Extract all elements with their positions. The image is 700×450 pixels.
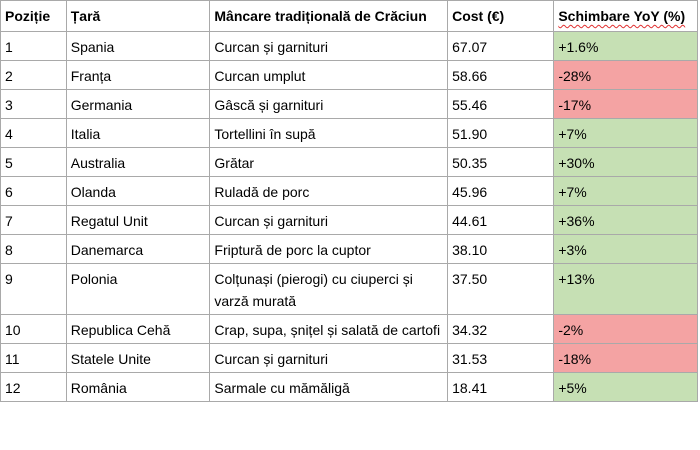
cell-position: 11 — [0, 343, 67, 373]
cell-change: +5% — [553, 372, 698, 402]
header-country: Țară — [65, 0, 211, 32]
cell-change: +13% — [553, 263, 698, 315]
table-row: 12 România Sarmale cu mămăligă 18.41 +5% — [0, 372, 698, 402]
cell-cost: 50.35 — [447, 147, 555, 177]
cell-cost: 37.50 — [447, 263, 555, 315]
table-row: 5 Australia Grătar 50.35 +30% — [0, 147, 698, 177]
cell-country: Italia — [65, 118, 211, 148]
table-row: 6 Olanda Ruladă de porc 45.96 +7% — [0, 176, 698, 206]
cell-change: +30% — [553, 147, 698, 177]
cell-cost: 31.53 — [447, 343, 555, 373]
cell-cost: 34.32 — [447, 314, 555, 344]
cell-cost: 45.96 — [447, 176, 555, 206]
header-cost: Cost (€) — [447, 0, 555, 32]
cell-change: +7% — [553, 176, 698, 206]
table-row: 7 Regatul Unit Curcan și garnituri 44.61 +36… — [0, 205, 698, 235]
cell-cost: 55.46 — [447, 89, 555, 119]
cell-food: Crap, supa, șnițel și salată de cartofi — [209, 314, 449, 344]
cell-change: -18% — [553, 343, 698, 373]
cell-food: Curcan și garnituri — [209, 343, 449, 373]
header-change: Schimbare YoY (%) — [553, 0, 698, 32]
christmas-food-cost-table: Poziție Țară Mâncare tradițională de Cră… — [0, 0, 698, 402]
cell-change: +3% — [553, 234, 698, 264]
cell-country: Olanda — [65, 176, 211, 206]
cell-position: 12 — [0, 372, 67, 402]
table-row: 9 Polonia Colțunași (pierogi) cu ciuperci … — [0, 263, 698, 315]
cell-country: Danemarca — [65, 234, 211, 264]
cell-change: +1.6% — [553, 31, 698, 61]
cell-country: Republica Cehă — [65, 314, 211, 344]
cell-change: -17% — [553, 89, 698, 119]
cell-food: Curcan și garnituri — [209, 205, 449, 235]
cell-food: Gâscă și garnituri — [209, 89, 449, 119]
cell-country: Australia — [65, 147, 211, 177]
cell-cost: 18.41 — [447, 372, 555, 402]
table-row: 11 Statele Unite Curcan și garnituri 31.53-… — [0, 343, 698, 373]
cell-position: 10 — [0, 314, 67, 344]
table-row: 10 Republica Cehă Crap, supa, șnițel și sa… — [0, 314, 698, 344]
cell-country: Germania — [65, 89, 211, 119]
cell-cost: 67.07 — [447, 31, 555, 61]
header-food: Mâncare tradițională de Crăciun — [209, 0, 449, 32]
cell-change: -2% — [553, 314, 698, 344]
cell-change: +7% — [553, 118, 698, 148]
cell-food: Curcan umplut — [209, 60, 449, 90]
table-row: 8 Danemarca Friptură de porc la cuptor 38.1… — [0, 234, 698, 264]
cell-country: Regatul Unit — [65, 205, 211, 235]
cell-food: Colțunași (pierogi) cu ciuperci și varză… — [209, 263, 449, 315]
cell-food: Curcan și garnituri — [209, 31, 449, 61]
cell-position: 6 — [0, 176, 67, 206]
cell-country: Spania — [65, 31, 211, 61]
cell-country: Statele Unite — [65, 343, 211, 373]
cell-cost: 58.66 — [447, 60, 555, 90]
cell-country: România — [65, 372, 211, 402]
cell-cost: 44.61 — [447, 205, 555, 235]
cell-position: 8 — [0, 234, 67, 264]
cell-position: 3 — [0, 89, 67, 119]
table-row: 1 Spania Curcan și garnituri 67.07 +1.6% — [0, 31, 698, 61]
cell-country: Polonia — [65, 263, 211, 315]
cell-position: 4 — [0, 118, 67, 148]
cell-change: +36% — [553, 205, 698, 235]
cell-position: 5 — [0, 147, 67, 177]
cell-change: -28% — [553, 60, 698, 90]
cell-position: 9 — [0, 263, 67, 315]
cell-position: 1 — [0, 31, 67, 61]
cell-country: Franța — [65, 60, 211, 90]
header-position: Poziție — [0, 0, 67, 32]
cell-cost: 51.90 — [447, 118, 555, 148]
table-row: 2 Franța Curcan umplut 58.66 -28% — [0, 60, 698, 90]
table-row: 4 Italia Tortellini în supă 51.90 +7% — [0, 118, 698, 148]
cell-position: 7 — [0, 205, 67, 235]
cell-cost: 38.10 — [447, 234, 555, 264]
cell-food: Sarmale cu mămăligă — [209, 372, 449, 402]
table-header-row: Poziție Țară Mâncare tradițională de Cră… — [0, 0, 698, 32]
table-row: 3 Germania Gâscă și garnituri 55.46 -17% — [0, 89, 698, 119]
header-change-label: Schimbare YoY (%) — [558, 8, 686, 24]
cell-food: Grătar — [209, 147, 449, 177]
cell-food: Ruladă de porc — [209, 176, 449, 206]
cell-position: 2 — [0, 60, 67, 90]
cell-food: Tortellini în supă — [209, 118, 449, 148]
cell-food: Friptură de porc la cuptor — [209, 234, 449, 264]
